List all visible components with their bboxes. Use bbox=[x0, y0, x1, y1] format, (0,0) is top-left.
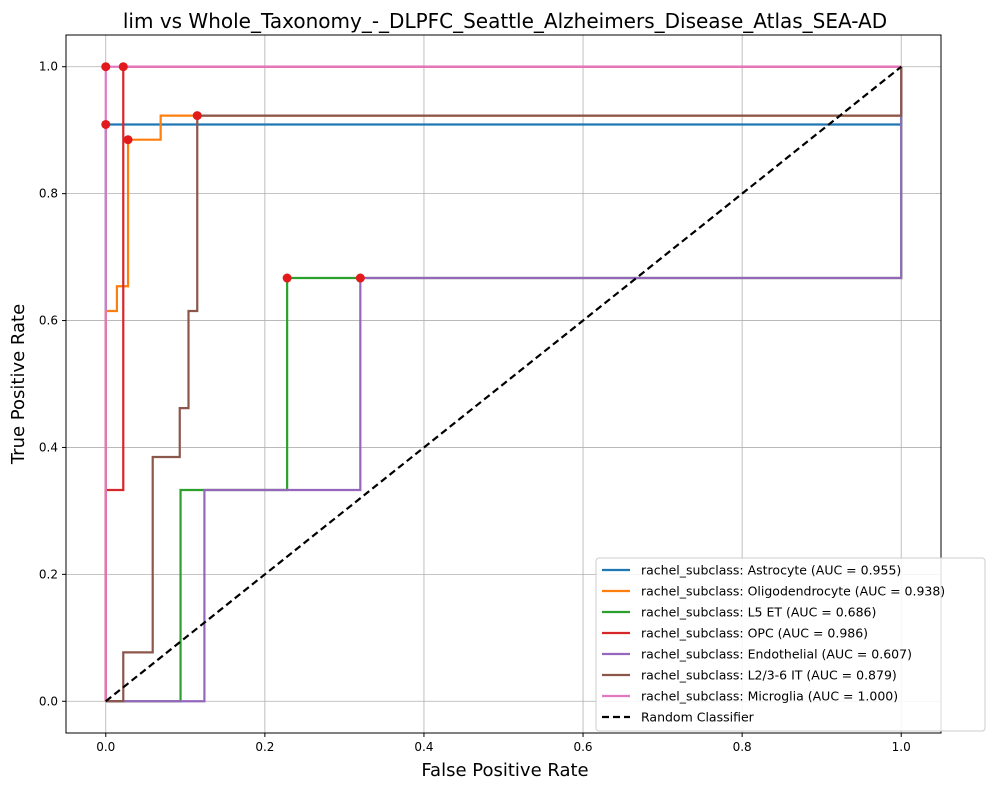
series-line-random-classifier bbox=[105, 65, 902, 703]
legend-entry: rachel_subclass: Oligodendrocyte (AUC = … bbox=[641, 584, 945, 599]
y-tick-label: 1.0 bbox=[39, 60, 58, 74]
plot-frame bbox=[65, 34, 942, 734]
threshold-marker bbox=[282, 273, 292, 283]
y-axis-label: True Positive Rate bbox=[8, 304, 29, 465]
legend-entry: Random Classifier bbox=[641, 710, 755, 725]
legend-entry: rachel_subclass: Microglia (AUC = 1.000) bbox=[641, 689, 898, 704]
x-tick-label: 1.0 bbox=[892, 740, 911, 754]
legend-entry: rachel_subclass: Astrocyte (AUC = 0.955) bbox=[641, 563, 901, 578]
y-tick-label: 0.2 bbox=[39, 567, 58, 581]
chart-title: lim vs Whole_Taxonomy_-_DLPFC_Seattle_Al… bbox=[123, 9, 887, 33]
x-tick-label: 0.0 bbox=[96, 740, 115, 754]
legend-entry: rachel_subclass: L2/3-6 IT (AUC = 0.879) bbox=[641, 668, 897, 683]
legend-entry: rachel_subclass: L5 ET (AUC = 0.686) bbox=[641, 605, 876, 620]
x-tick-label: 0.2 bbox=[255, 740, 274, 754]
x-axis-label: False Positive Rate bbox=[421, 760, 588, 781]
y-tick-label: 0.4 bbox=[39, 440, 58, 454]
x-tick-label: 0.4 bbox=[414, 740, 433, 754]
y-tick-label: 0.8 bbox=[39, 187, 58, 201]
x-tick-label: 0.8 bbox=[733, 740, 752, 754]
legend: rachel_subclass: Astrocyte (AUC = 0.955)… bbox=[595, 557, 986, 732]
threshold-marker bbox=[192, 111, 202, 121]
y-tick-label: 0.0 bbox=[39, 694, 58, 708]
threshold-marker bbox=[101, 62, 111, 72]
threshold-marker bbox=[355, 273, 365, 283]
series-markers bbox=[101, 62, 365, 283]
legend-entry: rachel_subclass: Endothelial (AUC = 0.60… bbox=[641, 647, 912, 662]
x-tick-label: 0.6 bbox=[573, 740, 592, 754]
threshold-marker bbox=[101, 119, 111, 129]
axis-ticks: 0.0 0.2 0.4 0.6 0.8 1.0 0.0 0.2 0.4 0.6 0.8 1.0 bbox=[39, 60, 911, 754]
threshold-marker bbox=[123, 135, 133, 145]
series-line-rachel-subclass-endothelial-auc-0-607 bbox=[105, 66, 903, 703]
legend-entry: rachel_subclass: OPC (AUC = 0.986) bbox=[641, 626, 868, 641]
legend-box bbox=[595, 557, 986, 732]
threshold-marker bbox=[118, 62, 128, 72]
y-tick-label: 0.6 bbox=[39, 314, 58, 328]
